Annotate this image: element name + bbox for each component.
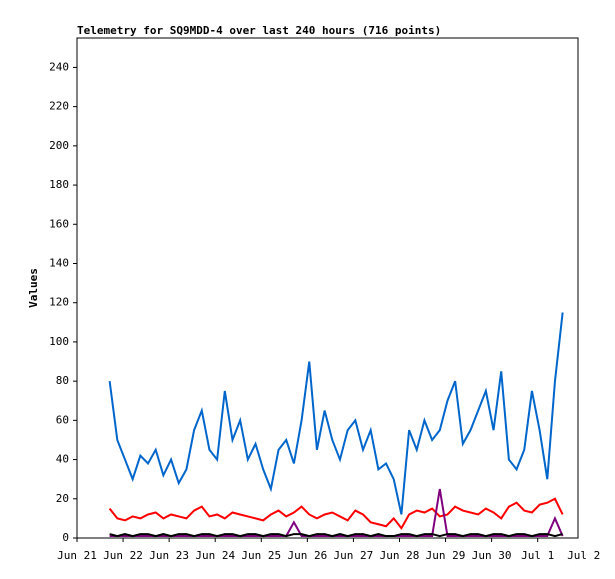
y-tick-label: 0: [62, 531, 69, 544]
x-tick-label: Jul 2: [567, 549, 600, 562]
y-tick-label: 20: [56, 492, 69, 505]
x-tick-label: Jul 1: [521, 549, 554, 562]
series-line: [109, 533, 563, 538]
y-tick-label: 180: [49, 178, 69, 191]
x-tick-label: Jun 25: [241, 549, 281, 562]
y-axis-label: Values: [27, 268, 40, 308]
y-tick-label: 60: [56, 413, 69, 426]
x-tick-label: Jun 26: [287, 549, 327, 562]
x-tick-label: Jun 27: [334, 549, 374, 562]
y-tick-label: 240: [49, 60, 69, 73]
x-tick-label: Jun 24: [195, 549, 235, 562]
y-tick-label: 40: [56, 453, 69, 466]
plot-frame: [76, 37, 579, 539]
y-tick-label: 140: [49, 256, 69, 269]
y-tick-label: 200: [49, 139, 69, 152]
x-tick-label: Jun 22: [103, 549, 143, 562]
x-tick-label: Jun 21: [57, 549, 97, 562]
y-tick-label: 220: [49, 100, 69, 113]
chart-title: Telemetry for SQ9MDD-4 over last 240 hou…: [77, 24, 441, 37]
x-tick-label: Jun 30: [472, 549, 512, 562]
x-tick-label: Jun 28: [380, 549, 420, 562]
y-tick-label: 160: [49, 217, 69, 230]
y-tick-label: 80: [56, 374, 69, 387]
x-tick-label: Jun 29: [426, 549, 466, 562]
y-tick-label: 120: [49, 296, 69, 309]
x-tick-label: Jun 23: [149, 549, 189, 562]
series-line: [108, 312, 564, 515]
series-line: [108, 497, 564, 530]
y-tick-label: 100: [49, 335, 69, 348]
